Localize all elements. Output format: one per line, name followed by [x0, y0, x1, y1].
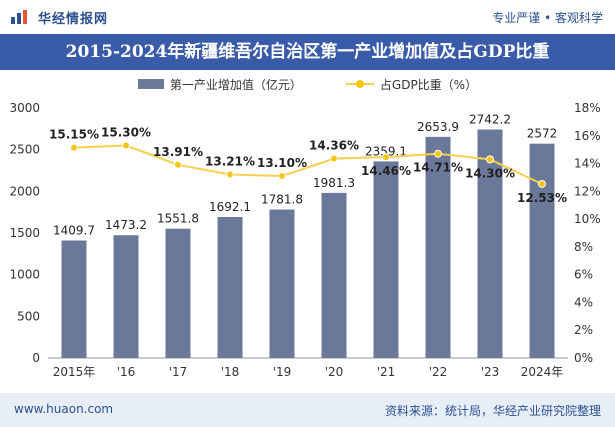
y-left-tick-label: 500 [17, 309, 40, 323]
x-tick-label: 2024年 [521, 365, 564, 379]
y-left-tick-label: 1500 [9, 226, 40, 240]
y-left-tick-label: 2000 [9, 184, 40, 198]
brand-name: 华经情报网 [38, 11, 109, 27]
legend-bar-label: 第一产业增加值（亿元） [169, 77, 302, 92]
ratio-value-label: 15.30% [101, 126, 151, 140]
x-tick-label: '23 [481, 365, 500, 379]
bar-value-label: 1473.2 [105, 218, 147, 232]
bar [321, 192, 347, 358]
y-left-tick-label: 0 [32, 351, 40, 365]
ratio-value-label: 14.36% [309, 139, 359, 153]
chart-title: 2015-2024年新疆维吾尔自治区第一产业增加值及占GDP比重 [65, 42, 550, 62]
legend-line-swatch [345, 79, 374, 89]
legend-item-bar: 第一产业增加值（亿元） [137, 76, 302, 93]
bar [269, 209, 295, 358]
ratio-value-label: 15.15% [49, 128, 99, 142]
x-tick-label: '17 [169, 365, 188, 379]
logo-icon [11, 10, 27, 24]
bar [529, 143, 555, 358]
title-bar: 2015-2024年新疆维吾尔自治区第一产业增加值及占GDP比重 [0, 34, 615, 70]
bar-value-label: 1781.8 [261, 193, 303, 207]
ratio-point [174, 160, 182, 169]
bar-value-label: 2572 [527, 127, 558, 141]
ratio-point [434, 149, 442, 158]
ratio-value-label: 13.21% [205, 155, 255, 169]
bar [165, 228, 191, 358]
x-tick-label: '16 [117, 365, 136, 379]
ratio-value-label: 14.71% [413, 161, 463, 175]
chart-legend: 第一产业增加值（亿元） 占GDP比重（%） [0, 74, 615, 94]
x-tick-label: '18 [221, 365, 240, 379]
ratio-point [122, 141, 130, 150]
footer: www.huaon.com 资料来源：统计局，华经产业研究院整理 [0, 393, 615, 427]
y-right-tick-label: 12% [574, 184, 601, 198]
legend-line-label: 占GDP比重（%） [379, 77, 478, 92]
brand: 华经情报网 [10, 8, 109, 27]
x-tick-label: '19 [273, 365, 292, 379]
bar [425, 136, 451, 358]
combo-chart: 0 500 1000 1500 2000 2500 3000 0% 2% 4% 6% 8% 10% 12%… [9, 101, 601, 379]
bar [477, 129, 503, 358]
top-bar: 华经情报网 专业严谨 • 客观科学 [0, 0, 615, 34]
y-right-tick-label: 18% [574, 101, 601, 115]
bar-value-label: 1551.8 [157, 212, 199, 226]
ratio-point [226, 170, 234, 179]
bar-value-label: 2742.2 [469, 112, 511, 126]
bar-value-label: 2359.1 [365, 144, 407, 158]
bar [113, 235, 139, 358]
y-right-tick-label: 6% [574, 268, 593, 282]
y-right-tick-label: 8% [574, 240, 593, 254]
footer-url: www.huaon.com [14, 402, 114, 416]
y-right-tick-label: 14% [574, 157, 601, 171]
y-left-tick-label: 1000 [9, 268, 40, 282]
ratio-value-label: 13.91% [153, 145, 203, 159]
bar [61, 240, 87, 358]
y-left-tick-label: 3000 [9, 101, 40, 115]
y-left-tick-label: 2500 [9, 143, 40, 157]
footer-source: 资料来源：统计局，华经产业研究院整理 [384, 404, 601, 418]
x-tick-label: '21 [377, 365, 396, 379]
y-right-tick-label: 10% [574, 212, 601, 226]
ratio-point [278, 172, 286, 181]
legend-bar-swatch [137, 79, 164, 89]
bar-value-label: 1409.7 [53, 224, 95, 238]
bar-value-label: 1981.3 [313, 176, 355, 190]
ratio-value-label: 12.53% [517, 191, 567, 205]
x-tick-label: '20 [325, 365, 344, 379]
ratio-value-label: 14.46% [361, 164, 411, 178]
ratio-line [73, 144, 543, 185]
legend-item-line: 占GDP比重（%） [345, 76, 478, 93]
ratio-point [486, 155, 494, 164]
ratio-value-label: 14.30% [465, 166, 515, 180]
y-right-tick-label: 2% [574, 323, 593, 337]
tagline: 专业严谨 • 客观科学 [492, 11, 603, 25]
x-tick-label: '22 [429, 365, 448, 379]
ratio-point [70, 143, 78, 152]
bar-value-label: 2653.9 [417, 120, 459, 134]
ratio-value-label: 13.10% [257, 156, 307, 170]
ratio-point [382, 153, 390, 162]
bar-value-label: 1692.1 [209, 200, 251, 214]
y-right-tick-label: 0% [574, 351, 593, 365]
y-right-tick-label: 16% [574, 129, 601, 143]
ratio-point [330, 154, 338, 163]
x-tick-label: 2015年 [53, 365, 96, 379]
bar [217, 216, 243, 358]
ratio-point [538, 179, 546, 188]
bar [373, 161, 399, 358]
y-right-tick-label: 4% [574, 295, 593, 309]
